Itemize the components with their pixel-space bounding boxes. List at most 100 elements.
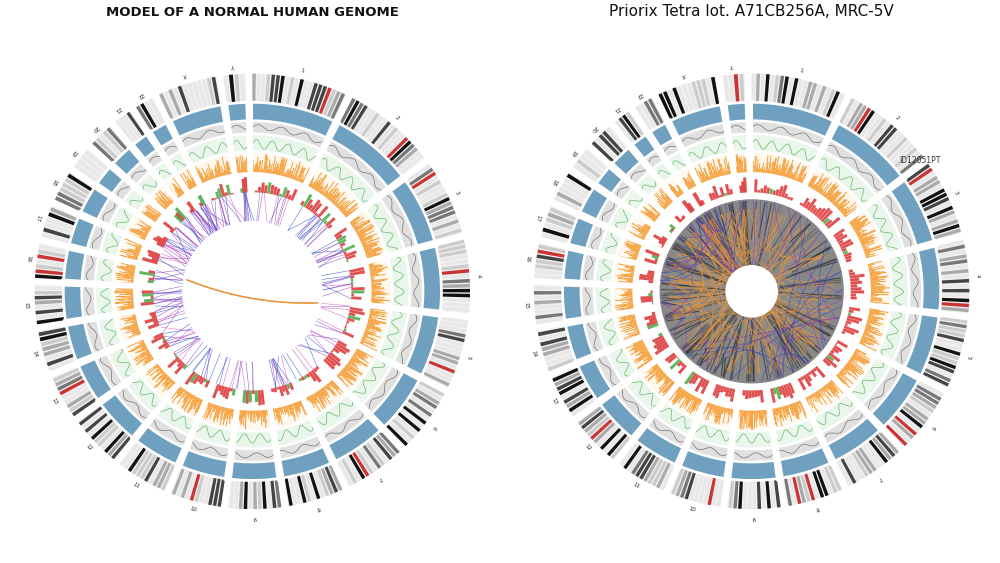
Polygon shape — [868, 315, 883, 319]
Polygon shape — [869, 314, 874, 315]
Polygon shape — [669, 224, 676, 230]
Polygon shape — [814, 392, 823, 405]
Polygon shape — [665, 352, 675, 362]
Polygon shape — [435, 341, 463, 351]
Polygon shape — [691, 397, 698, 409]
Polygon shape — [850, 274, 865, 279]
Polygon shape — [261, 160, 263, 172]
Polygon shape — [303, 375, 308, 379]
Polygon shape — [871, 291, 884, 292]
Polygon shape — [366, 252, 376, 256]
Polygon shape — [871, 281, 886, 283]
Polygon shape — [870, 309, 881, 311]
Polygon shape — [778, 167, 781, 175]
Polygon shape — [804, 202, 811, 209]
Polygon shape — [153, 333, 163, 339]
Polygon shape — [260, 410, 262, 426]
Polygon shape — [371, 277, 375, 279]
Polygon shape — [41, 336, 68, 346]
Polygon shape — [906, 251, 921, 309]
Polygon shape — [352, 356, 367, 367]
Polygon shape — [312, 172, 322, 189]
Polygon shape — [758, 410, 759, 414]
Polygon shape — [115, 296, 133, 297]
Polygon shape — [690, 398, 698, 414]
Polygon shape — [628, 306, 633, 307]
Polygon shape — [410, 395, 435, 413]
Polygon shape — [368, 118, 387, 142]
Polygon shape — [116, 313, 141, 342]
Polygon shape — [686, 202, 695, 212]
Polygon shape — [826, 385, 836, 397]
Polygon shape — [204, 403, 210, 418]
Polygon shape — [370, 309, 385, 311]
Polygon shape — [92, 126, 128, 162]
Polygon shape — [921, 193, 947, 208]
Polygon shape — [139, 271, 155, 276]
Polygon shape — [781, 407, 782, 410]
Polygon shape — [213, 405, 216, 411]
Polygon shape — [712, 159, 718, 177]
Polygon shape — [285, 169, 288, 177]
Polygon shape — [623, 324, 637, 329]
Polygon shape — [127, 249, 139, 253]
Polygon shape — [157, 202, 166, 209]
Polygon shape — [276, 163, 279, 175]
Polygon shape — [831, 192, 842, 203]
Polygon shape — [258, 390, 262, 405]
Polygon shape — [631, 249, 639, 253]
Polygon shape — [827, 383, 840, 399]
Polygon shape — [350, 216, 360, 224]
Polygon shape — [766, 410, 768, 415]
Polygon shape — [599, 134, 620, 156]
Text: 9: 9 — [253, 515, 256, 520]
Polygon shape — [772, 409, 774, 416]
Polygon shape — [627, 302, 633, 304]
Polygon shape — [866, 256, 869, 257]
Polygon shape — [814, 207, 822, 216]
Polygon shape — [422, 193, 448, 208]
Polygon shape — [437, 240, 465, 249]
Polygon shape — [820, 190, 823, 194]
Polygon shape — [257, 410, 258, 421]
Polygon shape — [88, 225, 106, 251]
Polygon shape — [152, 370, 163, 381]
Polygon shape — [313, 368, 318, 372]
Polygon shape — [220, 406, 222, 411]
Polygon shape — [752, 74, 846, 119]
Polygon shape — [894, 312, 920, 367]
Polygon shape — [789, 166, 794, 178]
Polygon shape — [184, 393, 190, 403]
Polygon shape — [870, 276, 879, 278]
Polygon shape — [654, 194, 668, 207]
Polygon shape — [775, 408, 778, 422]
Polygon shape — [846, 318, 859, 324]
Polygon shape — [807, 198, 817, 211]
Polygon shape — [333, 347, 340, 354]
Polygon shape — [128, 302, 134, 304]
Polygon shape — [607, 434, 627, 456]
Polygon shape — [127, 327, 139, 331]
Polygon shape — [850, 296, 857, 300]
Polygon shape — [162, 141, 180, 157]
Polygon shape — [233, 409, 235, 418]
Polygon shape — [115, 301, 133, 303]
Polygon shape — [836, 199, 845, 208]
Polygon shape — [315, 213, 318, 216]
Polygon shape — [839, 372, 843, 377]
Polygon shape — [829, 191, 838, 202]
Polygon shape — [774, 408, 776, 415]
Polygon shape — [617, 275, 633, 278]
Polygon shape — [730, 171, 732, 174]
Polygon shape — [638, 350, 648, 356]
Polygon shape — [132, 328, 139, 330]
Polygon shape — [167, 203, 188, 224]
Polygon shape — [596, 354, 621, 388]
Polygon shape — [369, 264, 373, 266]
Polygon shape — [618, 442, 675, 490]
Polygon shape — [146, 358, 154, 363]
Polygon shape — [441, 259, 468, 266]
Polygon shape — [821, 184, 829, 194]
Polygon shape — [353, 220, 364, 228]
Polygon shape — [197, 80, 207, 107]
